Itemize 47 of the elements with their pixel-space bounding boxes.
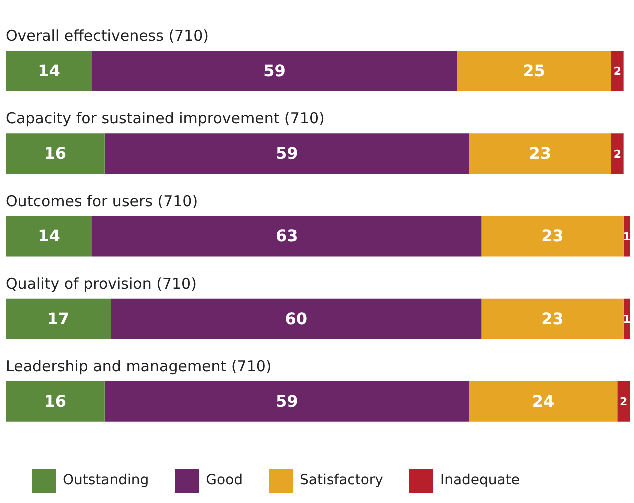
- y-tick-label: Quality of provision (710): [6, 274, 197, 293]
- y-tick-label: Overall effectiveness (710): [6, 27, 210, 46]
- data-label: 25: [523, 61, 546, 80]
- bar: [482, 216, 624, 257]
- bar: [469, 134, 612, 174]
- bar: [482, 298, 624, 340]
- data-label: 59: [276, 392, 298, 411]
- data-label: 23: [542, 226, 564, 246]
- data-label: 1: [623, 312, 631, 326]
- bar: [92, 51, 458, 92]
- bar: [92, 216, 482, 257]
- y-tick-label: Capacity for sustained improvement (710): [6, 110, 325, 128]
- data-label: 2: [620, 396, 628, 409]
- legend-label: Good: [206, 472, 244, 489]
- bar: [104, 381, 470, 422]
- data-label: 63: [276, 226, 298, 246]
- bar: [104, 134, 470, 174]
- legend-label: Inadequate: [440, 472, 520, 489]
- data-label: 2: [614, 148, 622, 161]
- bar: [6, 381, 105, 422]
- y-tick-label: Outcomes for users (710): [6, 192, 198, 210]
- bar: [618, 381, 630, 422]
- data-label: 14: [38, 61, 60, 80]
- data-label: 16: [44, 144, 67, 164]
- data-label: 60: [285, 309, 308, 328]
- data-label: 2: [614, 65, 622, 78]
- data-label: 16: [44, 392, 67, 411]
- bar: [6, 51, 92, 92]
- bar: [611, 134, 624, 174]
- legend-label: Satisfactory: [300, 472, 384, 489]
- bar: [6, 216, 92, 257]
- data-label: 17: [47, 309, 70, 328]
- data-label: 59: [264, 61, 286, 80]
- bar: [469, 381, 618, 422]
- bar: [111, 298, 482, 340]
- data-label: 14: [38, 226, 60, 246]
- data-label: 1: [623, 230, 631, 244]
- bar: [6, 298, 112, 340]
- data-label: 24: [532, 392, 555, 411]
- data-label: 23: [529, 144, 552, 164]
- bar: [6, 134, 105, 174]
- legend-label: Outstanding: [63, 472, 150, 489]
- bar: [611, 51, 624, 92]
- bar: [457, 51, 612, 92]
- y-tick-label: Leadership and management (710): [6, 357, 272, 376]
- data-label: 23: [542, 309, 564, 328]
- data-label: 59: [276, 144, 298, 164]
